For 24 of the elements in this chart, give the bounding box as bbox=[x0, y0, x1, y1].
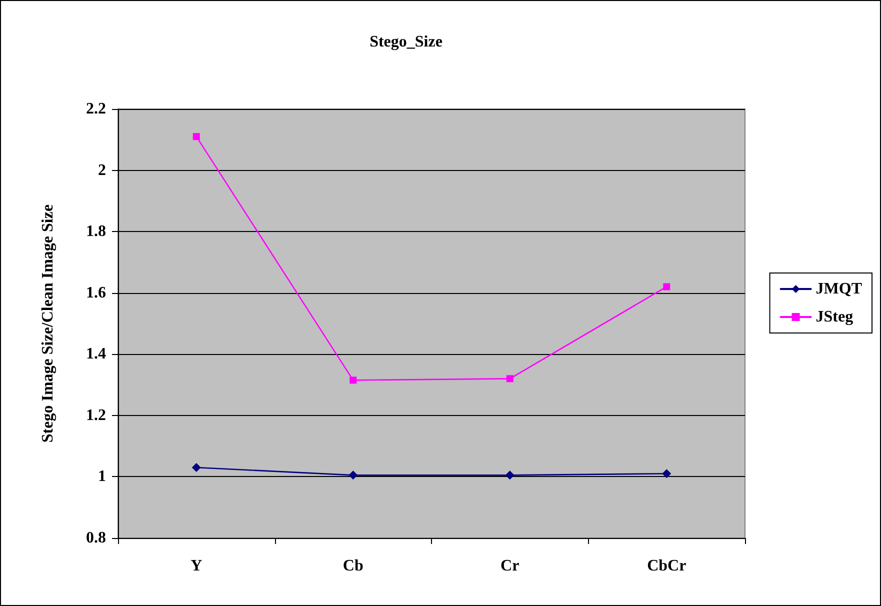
x-tick-label: Y bbox=[190, 558, 203, 574]
x-tick-label: Cb bbox=[342, 558, 364, 574]
y-tick-label: 1 bbox=[98, 468, 106, 486]
y-tick-label: 1.8 bbox=[86, 223, 106, 240]
y-tick-label: 2 bbox=[98, 162, 106, 179]
point bbox=[350, 376, 357, 384]
point bbox=[505, 470, 514, 480]
chart-title: Stego_Size bbox=[370, 34, 442, 50]
point bbox=[192, 463, 201, 472]
y-tick-label: 0.8 bbox=[86, 530, 106, 546]
y-tick-label: 1.2 bbox=[86, 406, 106, 424]
y-tick-label: 2.2 bbox=[86, 100, 106, 118]
y-tick-label: 1.6 bbox=[86, 284, 106, 302]
x-tick-label: Cr bbox=[500, 558, 520, 574]
point bbox=[192, 133, 200, 140]
y-tick-label: 1.4 bbox=[86, 346, 106, 363]
y-axis-title: Stego Image Size/Clean Image Size bbox=[40, 204, 56, 443]
point bbox=[506, 375, 514, 382]
legend-label: JSteg bbox=[816, 308, 854, 326]
x-tick-label: CbCr bbox=[647, 558, 686, 574]
point bbox=[663, 283, 670, 290]
legend-label: JMQT bbox=[816, 280, 862, 298]
point bbox=[662, 469, 672, 478]
point bbox=[348, 470, 358, 480]
